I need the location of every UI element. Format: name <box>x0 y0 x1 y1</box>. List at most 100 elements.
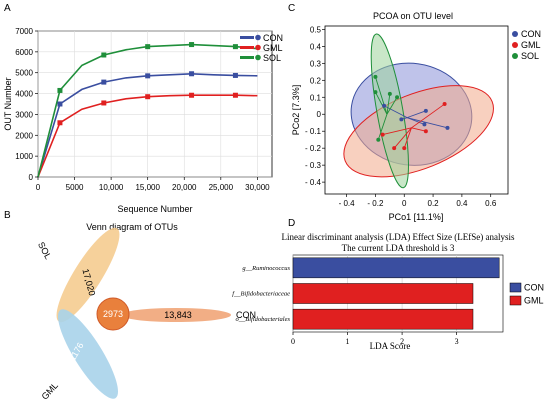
panel-c-spoke-sol <box>375 76 388 115</box>
venn-sol-petal <box>56 227 120 323</box>
panel-c-x-axis-label: PCo1 [11.1%] <box>389 212 444 222</box>
venn-con-label: CON <box>236 310 256 320</box>
panel-c-point-con <box>422 122 427 127</box>
panel-d-x-tick-label: 0 <box>291 337 295 346</box>
panel-d-bar-con <box>292 257 500 279</box>
panel-d-title: Linear discriminant analysis (LDA) Effec… <box>281 232 515 242</box>
panel-a-legend-dot-sol <box>255 54 261 61</box>
panel-d-legend: CON GML <box>509 282 544 306</box>
panel-c-plot-frame <box>324 25 509 195</box>
venn-center-circle <box>96 297 130 331</box>
panel-c-point-gml <box>402 146 407 151</box>
venn-gml-petal <box>57 309 119 399</box>
panel-c-spoke-gml <box>393 127 412 149</box>
panel-c-x-tick-label: 0 <box>402 199 407 208</box>
panel-a-y-tick-label: 6000 <box>15 48 33 57</box>
panel-c-spoke-con <box>407 117 448 129</box>
panel-a-marker-con <box>101 79 107 85</box>
panel-c-x-tick-label: - 0.2 <box>367 199 384 208</box>
panel-a-legend-dot-con <box>255 34 261 41</box>
panel-c-y-axis-label: PCo2 [7.3%] <box>291 85 301 136</box>
panel-d-legend-label-con: CON <box>524 283 544 293</box>
panel-c-y-tick-label: 0.5 <box>310 25 322 34</box>
panel-c-point-gml <box>380 132 385 137</box>
panel-a-marker-con <box>145 73 151 79</box>
panel-a-marker-sol <box>232 44 238 50</box>
panel-a-x-tick-label: 5000 <box>66 183 84 192</box>
panel-a-y-tick-label: 5000 <box>15 69 33 78</box>
panel-c-point-sol <box>387 91 392 96</box>
panel-c-spoke-gml <box>411 103 445 129</box>
venn-gml-label: GML <box>40 380 60 401</box>
panel-a-marker-gml <box>101 100 107 106</box>
panel-d-x-tick-label: 2 <box>400 337 404 346</box>
panel-a-marker-con <box>189 71 195 77</box>
panel-a-marker-gml <box>232 92 238 98</box>
panel-a-marker-sol <box>145 44 151 50</box>
panel-c-spoke-sol <box>386 97 398 115</box>
panel-a-y-axis-label: OUT Number <box>3 77 13 130</box>
panel-c-y-tick-label: - 0.4 <box>305 178 322 187</box>
panel-c-x-tick-label: 0.2 <box>428 199 440 208</box>
panel-c-y-tick-label: 0.3 <box>310 59 322 68</box>
panel-a-marker-con <box>57 101 63 107</box>
panel-a-legend-swatch-con <box>240 36 254 39</box>
panel-a-marker-con <box>232 72 238 78</box>
panel-a-x-tick-label: 20,000 <box>172 183 197 192</box>
panel-d-category-label: o__Bifidobacteriales <box>235 316 290 323</box>
panel-a-y-tick-label: 0 <box>29 173 34 182</box>
panel-c-legend-dot-con <box>512 31 518 37</box>
panel-a-line-chart: 0 5000 10,000 15,000 20,000 25,000 30,000 0 100… <box>3 27 283 214</box>
panel-c-y-tick-label: 0.4 <box>310 42 322 51</box>
venn-sol-label: SOL <box>36 240 53 261</box>
panel-a-x-tick-label: 0 <box>36 183 41 192</box>
panel-c-x-tick-label: 0.6 <box>485 199 497 208</box>
panel-c-point-sol <box>376 137 381 142</box>
panel-d-x-tick-label: 3 <box>455 337 459 346</box>
panel-d-subtitle: The current LDA threshold is 3 <box>342 243 455 253</box>
panel-a-marker-gml <box>57 120 63 126</box>
panel-c-legend-label-sol: SOL <box>521 51 539 61</box>
panel-a-marker-sol <box>57 87 63 93</box>
panel-d-lda-bar-chart: Linear discriminant analysis (LDA) Effec… <box>232 232 544 351</box>
panel-c-y-tick-label: - 0.1 <box>305 127 322 136</box>
panel-d-legend-label-gml: GML <box>524 296 544 306</box>
panel-c-y-tick-label: 0.1 <box>310 93 322 102</box>
panel-c-x-tick-label: 0.4 <box>456 199 468 208</box>
panel-c-spoke-con <box>406 117 425 125</box>
panel-d-legend-swatch-con <box>509 282 522 293</box>
panel-a-legend-label-con: CON <box>263 33 283 43</box>
panel-c-spoke-gml <box>382 127 412 136</box>
panel-a-x-tick-label: 25,000 <box>209 183 234 192</box>
panel-c-point-gml <box>392 146 397 151</box>
panel-c-y-tick-label: 0.2 <box>310 76 322 85</box>
panel-c-point-sol <box>395 95 400 100</box>
panel-a-x-tick-label: 15,000 <box>135 183 160 192</box>
panel-a-y-tick-label: 4000 <box>15 90 33 99</box>
panel-c-legend-label-gml: GML <box>521 40 541 50</box>
panel-d-category-label: f__Bifidobacteriaceae <box>232 291 290 298</box>
panel-a-y-tick-label: 2000 <box>15 131 33 140</box>
panel-c-point-con <box>382 103 387 108</box>
panel-c-point-sol <box>373 90 378 95</box>
venn-con-petal <box>121 308 231 322</box>
panel-a-legend-label-gml: GML <box>263 43 283 53</box>
panel-label-c: C <box>288 3 295 14</box>
panel-a-marker-gml <box>145 94 151 100</box>
panel-d-x-axis-label: LDA Score <box>370 341 411 351</box>
panel-d-legend-swatch-gml <box>509 295 522 306</box>
panel-c-point-con <box>423 108 428 113</box>
panel-a-y-tick-label: 7000 <box>15 27 33 36</box>
panel-c-spoke-sol <box>386 93 391 115</box>
panel-c-point-con <box>399 117 404 122</box>
panel-label-a: A <box>4 3 11 14</box>
panel-c-pcoa-plot: PCOA on OTU level - 0.4 - 0.2 0 0.2 0.4 0.6 0… <box>291 11 541 222</box>
panel-a-legend-swatch-sol <box>240 56 254 59</box>
panel-a-legend-label-sol: SOL <box>263 53 281 63</box>
panel-c-y-tick-label: - 0.3 <box>305 161 322 170</box>
panel-c-legend-dot-sol <box>512 53 518 59</box>
panel-c-spoke-sol <box>375 91 388 115</box>
panel-a-marker-sol <box>101 52 107 58</box>
